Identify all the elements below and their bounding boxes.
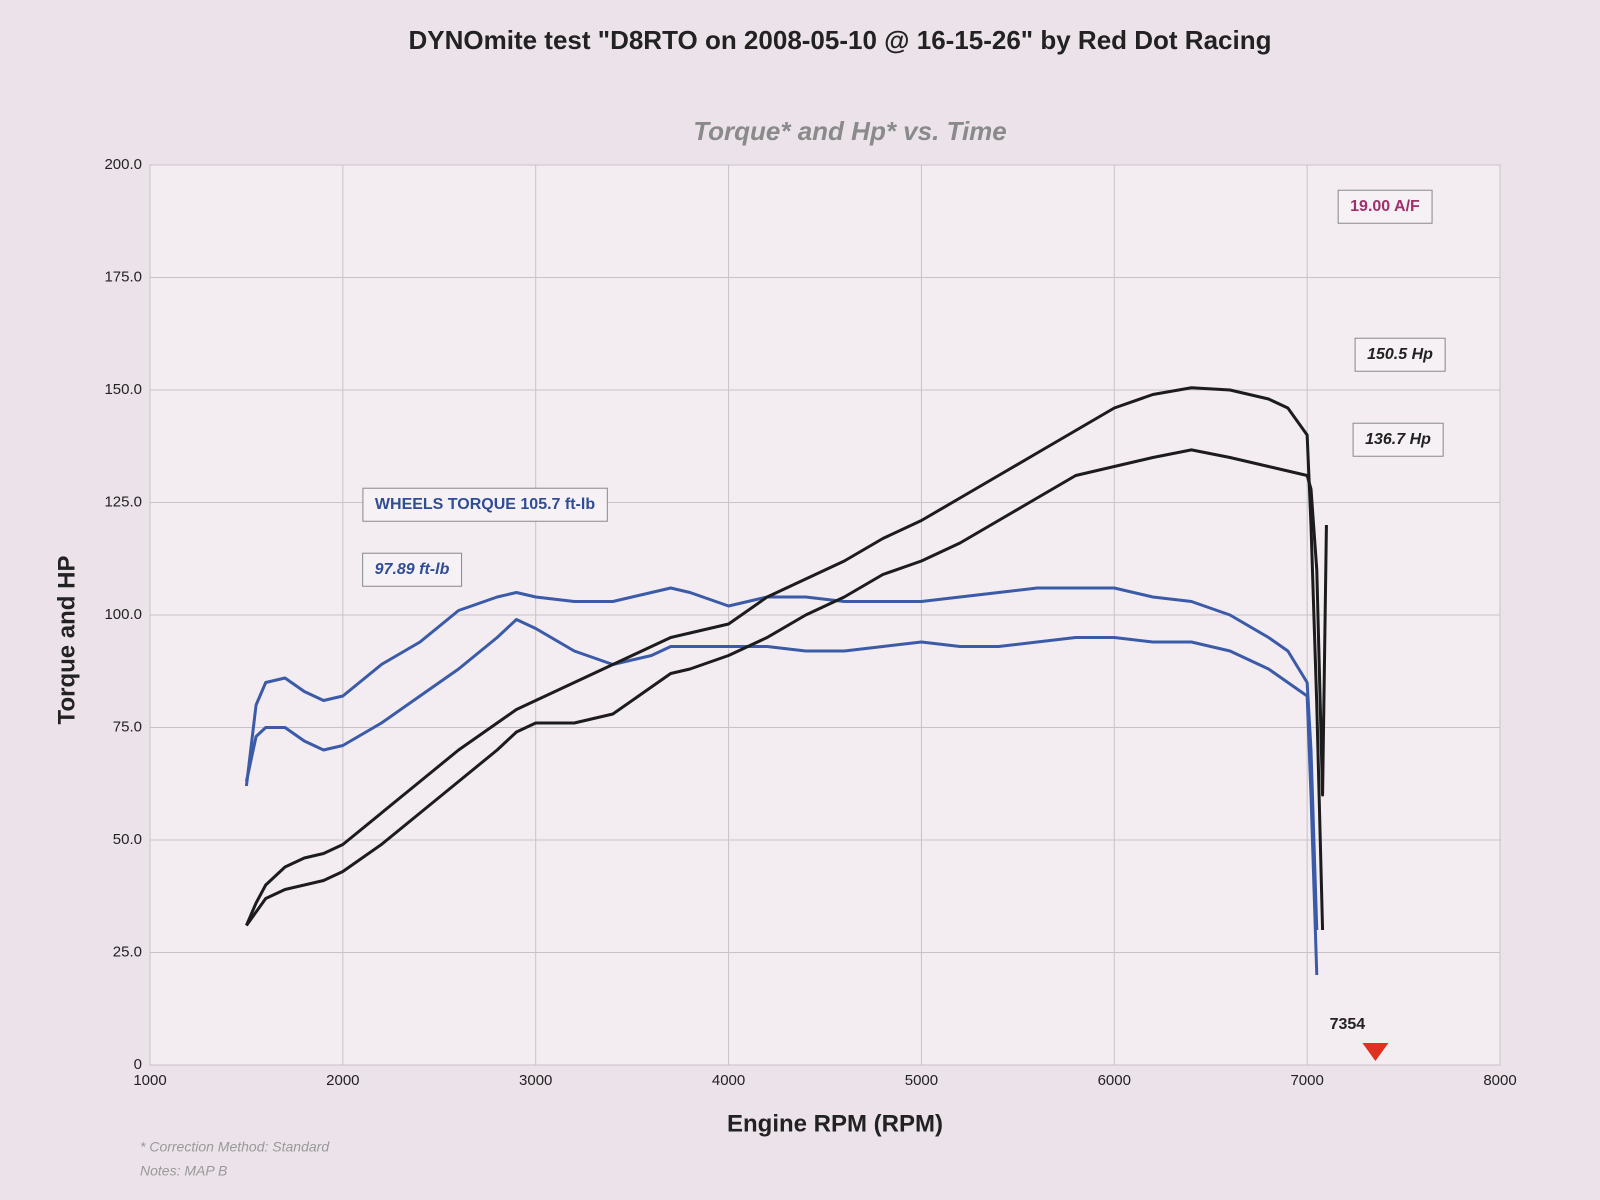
- x-axis-label: Engine RPM (RPM): [727, 1110, 943, 1137]
- y-tick-label: 100.0: [104, 606, 142, 623]
- y-tick-label: 0: [134, 1056, 142, 1073]
- x-tick-label: 7000: [1290, 1072, 1323, 1089]
- x-tick-label: 2000: [326, 1072, 359, 1089]
- x-tick-label: 1000: [133, 1072, 166, 1089]
- annotation-box: [362, 552, 463, 587]
- y-axis-label: Torque and HP: [53, 556, 80, 725]
- annotation-box: [1354, 337, 1446, 372]
- annotation-box: [1337, 189, 1433, 224]
- chart-title: DYNOmite test "D8RTO on 2008-05-10 @ 16-…: [408, 25, 1271, 55]
- chart-subtitle: Torque* and Hp* vs. Time: [693, 116, 1007, 146]
- y-tick-label: 25.0: [113, 943, 142, 960]
- series-line: [244, 618, 1319, 976]
- footnote: * Correction Method: Standard: [140, 1139, 330, 1155]
- series-line: [245, 448, 1328, 927]
- y-tick-label: 175.0: [104, 268, 142, 285]
- x-tick-label: 6000: [1098, 1072, 1131, 1089]
- series-line: [245, 386, 1325, 931]
- annotation: 150.5 Hp: [1367, 346, 1433, 363]
- annotation: 97.89 ft-lb: [375, 561, 450, 578]
- annotation: WHEELS TORQUE 105.7 ft-lb: [375, 496, 595, 513]
- x-tick-label: 8000: [1483, 1072, 1516, 1089]
- footnote: Notes: MAP B: [140, 1163, 227, 1179]
- y-tick-label: 50.0: [113, 831, 142, 848]
- x-tick-label: 3000: [519, 1072, 552, 1089]
- annotation-box: [1352, 422, 1444, 457]
- annotation: 19.00 A/F: [1350, 198, 1420, 215]
- x-tick-label: 4000: [712, 1072, 745, 1089]
- rpm-marker: [1362, 1043, 1389, 1061]
- y-tick-label: 200.0: [104, 156, 142, 173]
- annotation: 136.7 Hp: [1365, 431, 1431, 448]
- y-tick-label: 150.0: [104, 381, 142, 398]
- rpm-marker-label: 7354: [1330, 1016, 1366, 1033]
- x-tick-label: 5000: [905, 1072, 938, 1089]
- y-tick-label: 75.0: [113, 718, 142, 735]
- y-tick-label: 125.0: [104, 493, 142, 510]
- series-line: [244, 586, 1319, 931]
- annotation-box: [362, 487, 608, 522]
